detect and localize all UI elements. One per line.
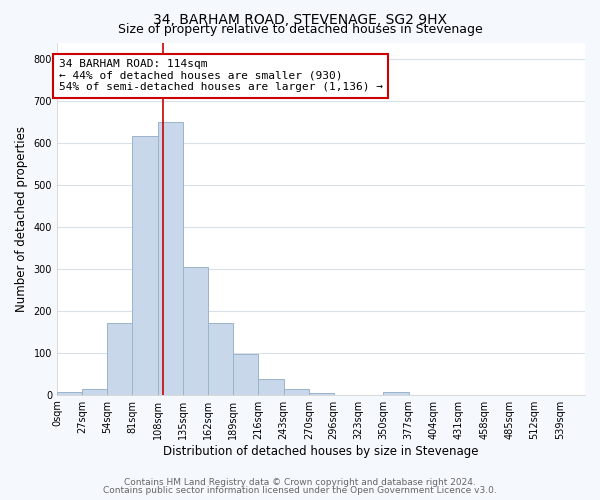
Bar bbox=[183, 267, 208, 394]
Bar bbox=[284, 390, 309, 394]
Bar bbox=[259, 379, 284, 394]
Bar bbox=[383, 392, 409, 394]
Bar bbox=[57, 392, 82, 394]
X-axis label: Distribution of detached houses by size in Stevenage: Distribution of detached houses by size … bbox=[163, 444, 479, 458]
Bar bbox=[208, 322, 233, 394]
Bar bbox=[82, 390, 107, 394]
Bar bbox=[158, 122, 183, 394]
Bar bbox=[107, 324, 133, 394]
Bar bbox=[309, 392, 334, 394]
Text: Contains public sector information licensed under the Open Government Licence v3: Contains public sector information licen… bbox=[103, 486, 497, 495]
Text: Contains HM Land Registry data © Crown copyright and database right 2024.: Contains HM Land Registry data © Crown c… bbox=[124, 478, 476, 487]
Bar bbox=[233, 354, 259, 395]
Text: 34, BARHAM ROAD, STEVENAGE, SG2 9HX: 34, BARHAM ROAD, STEVENAGE, SG2 9HX bbox=[153, 12, 447, 26]
Text: 34 BARHAM ROAD: 114sqm
← 44% of detached houses are smaller (930)
54% of semi-de: 34 BARHAM ROAD: 114sqm ← 44% of detached… bbox=[59, 60, 383, 92]
Y-axis label: Number of detached properties: Number of detached properties bbox=[15, 126, 28, 312]
Bar bbox=[133, 136, 158, 394]
Text: Size of property relative to detached houses in Stevenage: Size of property relative to detached ho… bbox=[118, 24, 482, 36]
